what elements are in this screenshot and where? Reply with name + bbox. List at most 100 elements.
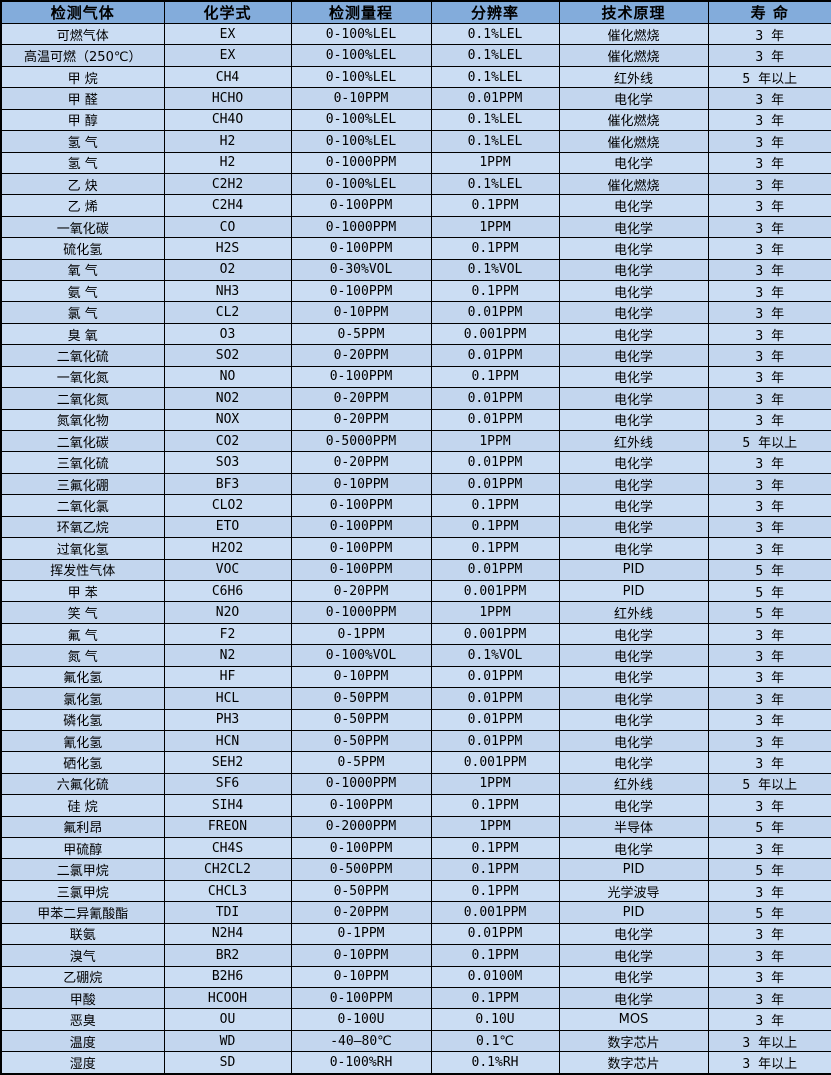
cell-resolution: 0.1PPM — [430, 986, 560, 1010]
cell-range: 0-50PPM — [290, 729, 432, 753]
cell-lifespan: 5 年以上 — [707, 65, 831, 89]
table-row: 磷化氢 PH3 0-50PPM 0.01PPM 电化学 3 年 — [0, 708, 831, 731]
cell-range: 0-20PPM — [290, 387, 432, 410]
cell-formula: VOC — [163, 558, 292, 581]
cell-resolution: 0.001PPM — [430, 622, 560, 646]
cell-resolution: 0.1%LEL — [430, 44, 560, 67]
cell-resolution: 0.01PPM — [430, 344, 560, 367]
cell-lifespan: 3 年 — [707, 451, 831, 474]
cell-principle: 电化学 — [558, 751, 709, 774]
cell-principle: 数字芯片 — [558, 1029, 709, 1053]
cell-range: 0-500PPM — [290, 858, 432, 881]
cell-gas: 氟 气 — [0, 622, 165, 646]
cell-gas: 臭 氧 — [0, 322, 165, 346]
table-row: 硅 烷 SIH4 0-100PPM 0.1PPM 电化学 3 年 — [0, 794, 831, 817]
cell-principle: 电化学 — [558, 922, 709, 946]
cell-principle: PID — [558, 579, 709, 603]
table-row: 甲 烷 CH4 0-100%LEL 0.1%LEL 红外线 5 年以上 — [0, 65, 831, 89]
cell-principle: 电化学 — [558, 494, 709, 517]
cell-lifespan: 3 年 — [707, 237, 831, 260]
cell-principle: 电化学 — [558, 237, 709, 260]
column-header-formula: 化学式 — [163, 0, 292, 24]
table-row: 乙 炔 C2H2 0-100%LEL 0.1%LEL 催化燃烧 3 年 — [0, 172, 831, 196]
table-row: 可燃气体 EX 0-100%LEL 0.1%LEL 催化燃烧 3 年 — [0, 22, 831, 46]
cell-principle: 光学波导 — [558, 879, 709, 903]
cell-gas: 氯化氢 — [0, 687, 165, 710]
cell-resolution: 0.0100M — [430, 965, 560, 988]
cell-formula: NH3 — [163, 280, 292, 303]
cell-formula: N2 — [163, 644, 292, 667]
column-header-range: 检测量程 — [290, 0, 432, 24]
cell-resolution: 1PPM — [430, 815, 560, 839]
cell-principle: 催化燃烧 — [558, 44, 709, 67]
cell-formula: HF — [163, 665, 292, 689]
cell-principle: 电化学 — [558, 87, 709, 110]
cell-gas: 氟利昂 — [0, 815, 165, 839]
cell-lifespan: 3 年 — [707, 280, 831, 303]
cell-principle: 催化燃烧 — [558, 130, 709, 153]
cell-range: 0-1PPM — [290, 622, 432, 646]
column-header-resolution: 分辨率 — [430, 0, 560, 24]
cell-resolution: 1PPM — [430, 430, 560, 453]
cell-gas: 氧 气 — [0, 258, 165, 282]
cell-range: 0-2000PPM — [290, 815, 432, 839]
cell-principle: 电化学 — [558, 280, 709, 303]
cell-lifespan: 3 年以上 — [707, 1051, 831, 1075]
table-row: 氧 气 O2 0-30%VOL 0.1%VOL 电化学 3 年 — [0, 258, 831, 282]
table-row: 高温可燃（250℃） EX 0-100%LEL 0.1%LEL 催化燃烧 3 年 — [0, 44, 831, 67]
cell-range: 0-10PPM — [290, 944, 432, 967]
cell-formula: SO2 — [163, 344, 292, 367]
cell-range: 0-100PPM — [290, 194, 432, 217]
cell-lifespan: 3 年 — [707, 986, 831, 1010]
cell-gas: 一氧化碳 — [0, 215, 165, 239]
table-row: 氟化氢 HF 0-10PPM 0.01PPM 电化学 3 年 — [0, 665, 831, 689]
cell-formula: H2O2 — [163, 537, 292, 560]
cell-gas: 氮 气 — [0, 644, 165, 667]
cell-formula: ETO — [163, 515, 292, 539]
cell-lifespan: 3 年 — [707, 44, 831, 67]
cell-gas: 二氧化硫 — [0, 344, 165, 367]
cell-lifespan: 3 年 — [707, 644, 831, 667]
cell-formula: O3 — [163, 322, 292, 346]
cell-resolution: 0.1%VOL — [430, 258, 560, 282]
cell-principle: 电化学 — [558, 215, 709, 239]
cell-range: 0-100%LEL — [290, 44, 432, 67]
cell-resolution: 0.01PPM — [430, 558, 560, 581]
cell-range: 0-1PPM — [290, 922, 432, 946]
table-row: 湿度 SD 0-100%RH 0.1%RH 数字芯片 3 年以上 — [0, 1051, 831, 1075]
cell-lifespan: 3 年 — [707, 494, 831, 517]
cell-resolution: 0.1%LEL — [430, 130, 560, 153]
cell-formula: CL2 — [163, 301, 292, 324]
cell-principle: 电化学 — [558, 408, 709, 432]
cell-resolution: 1PPM — [430, 601, 560, 624]
cell-principle: 电化学 — [558, 944, 709, 967]
cell-gas: 三氧化硫 — [0, 451, 165, 474]
cell-principle: 数字芯片 — [558, 1051, 709, 1075]
table-row: 氟利昂 FREON 0-2000PPM 1PPM 半导体 5 年 — [0, 815, 831, 839]
table-row: 甲 醛 HCHO 0-10PPM 0.01PPM 电化学 3 年 — [0, 87, 831, 110]
table-row: 氢 气 H2 0-1000PPM 1PPM 电化学 3 年 — [0, 151, 831, 174]
cell-range: 0-1000PPM — [290, 772, 432, 796]
table-row: 氮氧化物 NOX 0-20PPM 0.01PPM 电化学 3 年 — [0, 408, 831, 432]
cell-formula: H2S — [163, 237, 292, 260]
cell-lifespan: 3 年 — [707, 965, 831, 988]
cell-principle: 电化学 — [558, 837, 709, 860]
cell-principle: 电化学 — [558, 708, 709, 731]
table-row: 三氧化硫 SO3 0-20PPM 0.01PPM 电化学 3 年 — [0, 451, 831, 474]
cell-resolution: 0.001PPM — [430, 751, 560, 774]
cell-lifespan: 3 年 — [707, 22, 831, 46]
cell-range: 0-5PPM — [290, 751, 432, 774]
table-row: 甲酸 HCOOH 0-100PPM 0.1PPM 电化学 3 年 — [0, 986, 831, 1010]
cell-range: 0-100%RH — [290, 1051, 432, 1075]
cell-lifespan: 3 年 — [707, 258, 831, 282]
cell-gas: 磷化氢 — [0, 708, 165, 731]
cell-formula: NOX — [163, 408, 292, 432]
cell-formula: CO — [163, 215, 292, 239]
table-row: 甲硫醇 CH4S 0-100PPM 0.1PPM 电化学 3 年 — [0, 837, 831, 860]
cell-resolution: 0.10U — [430, 1008, 560, 1031]
table-row: 硒化氢 SEH2 0-5PPM 0.001PPM 电化学 3 年 — [0, 751, 831, 774]
cell-lifespan: 3 年 — [707, 729, 831, 753]
cell-principle: 电化学 — [558, 194, 709, 217]
header-row: 检测气体 化学式 检测量程 分辨率 技术原理 寿 命 — [0, 0, 831, 24]
